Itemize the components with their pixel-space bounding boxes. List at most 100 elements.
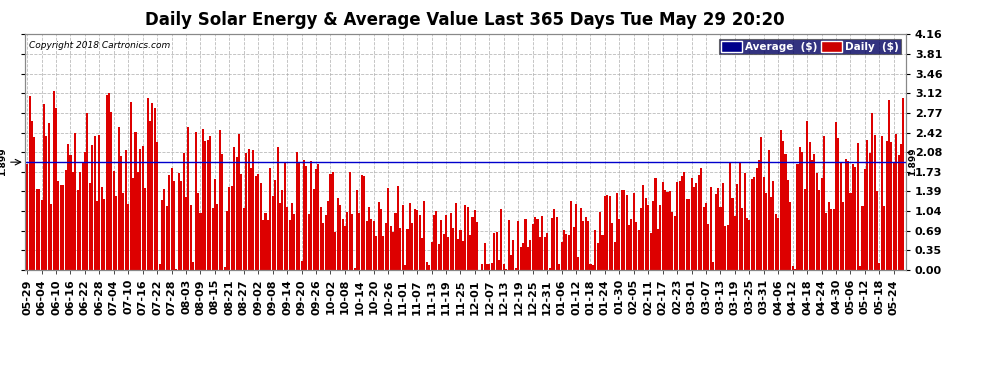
- Bar: [409, 203, 411, 270]
- Bar: [831, 209, 833, 270]
- Bar: [782, 141, 784, 270]
- Bar: [267, 220, 269, 270]
- Bar: [851, 164, 854, 270]
- Bar: [36, 189, 38, 270]
- Bar: [745, 218, 748, 270]
- Bar: [842, 202, 844, 270]
- Bar: [683, 172, 685, 270]
- Bar: [666, 192, 668, 270]
- Bar: [48, 123, 50, 270]
- Bar: [123, 194, 125, 270]
- Bar: [826, 213, 828, 270]
- Bar: [433, 215, 435, 270]
- Bar: [742, 208, 743, 270]
- Bar: [438, 244, 440, 270]
- Bar: [180, 182, 182, 270]
- Bar: [522, 243, 524, 270]
- Bar: [859, 266, 861, 270]
- Bar: [421, 238, 423, 270]
- Bar: [315, 169, 317, 270]
- Bar: [390, 226, 392, 270]
- Bar: [589, 264, 591, 270]
- Bar: [890, 142, 892, 270]
- Bar: [816, 172, 818, 270]
- Bar: [447, 237, 449, 270]
- Bar: [750, 179, 752, 270]
- Bar: [767, 150, 769, 270]
- Bar: [720, 207, 722, 270]
- Bar: [903, 98, 905, 270]
- Bar: [652, 201, 654, 270]
- Bar: [254, 176, 256, 270]
- Bar: [638, 230, 640, 270]
- Bar: [385, 223, 387, 270]
- Bar: [797, 164, 799, 270]
- Bar: [614, 242, 616, 270]
- Bar: [760, 137, 762, 270]
- Bar: [351, 214, 353, 270]
- Bar: [505, 269, 507, 270]
- Bar: [214, 179, 216, 270]
- Bar: [332, 171, 334, 270]
- Bar: [681, 176, 683, 270]
- Bar: [178, 173, 180, 270]
- Bar: [298, 163, 300, 270]
- Bar: [111, 112, 113, 270]
- Bar: [844, 159, 846, 270]
- Bar: [710, 187, 712, 270]
- Bar: [238, 134, 240, 270]
- Bar: [693, 187, 695, 270]
- Bar: [411, 223, 414, 270]
- Bar: [628, 225, 630, 270]
- Bar: [619, 219, 621, 270]
- Bar: [419, 215, 421, 270]
- Bar: [856, 143, 858, 270]
- Bar: [257, 174, 259, 270]
- Bar: [847, 160, 849, 270]
- Bar: [284, 162, 286, 270]
- Bar: [594, 230, 596, 270]
- Bar: [148, 121, 150, 270]
- Bar: [537, 219, 539, 270]
- Bar: [520, 247, 522, 270]
- Bar: [729, 162, 732, 270]
- Bar: [792, 266, 794, 270]
- Bar: [775, 214, 777, 270]
- Bar: [676, 182, 678, 270]
- Bar: [649, 232, 651, 270]
- Bar: [560, 242, 562, 270]
- Bar: [722, 183, 724, 270]
- Bar: [814, 154, 816, 270]
- Bar: [780, 130, 782, 270]
- Bar: [135, 132, 137, 270]
- Bar: [510, 255, 512, 270]
- Bar: [234, 147, 236, 270]
- Bar: [185, 197, 187, 270]
- Bar: [840, 162, 842, 270]
- Bar: [91, 146, 93, 270]
- Bar: [407, 229, 409, 270]
- Bar: [585, 217, 587, 270]
- Bar: [542, 216, 544, 270]
- Bar: [616, 194, 618, 270]
- Bar: [34, 137, 36, 270]
- Bar: [659, 205, 661, 270]
- Bar: [106, 95, 108, 270]
- Bar: [462, 241, 464, 270]
- Bar: [866, 140, 868, 270]
- Bar: [577, 257, 579, 270]
- Bar: [118, 127, 120, 270]
- Bar: [115, 196, 117, 270]
- Bar: [392, 232, 394, 270]
- Bar: [469, 235, 471, 270]
- Bar: [748, 220, 750, 270]
- Bar: [587, 221, 589, 270]
- Bar: [81, 163, 83, 270]
- Bar: [486, 264, 488, 270]
- Bar: [424, 201, 426, 270]
- Bar: [416, 210, 418, 270]
- Bar: [356, 190, 358, 270]
- Bar: [503, 264, 505, 270]
- Bar: [530, 240, 532, 270]
- Bar: [170, 168, 172, 270]
